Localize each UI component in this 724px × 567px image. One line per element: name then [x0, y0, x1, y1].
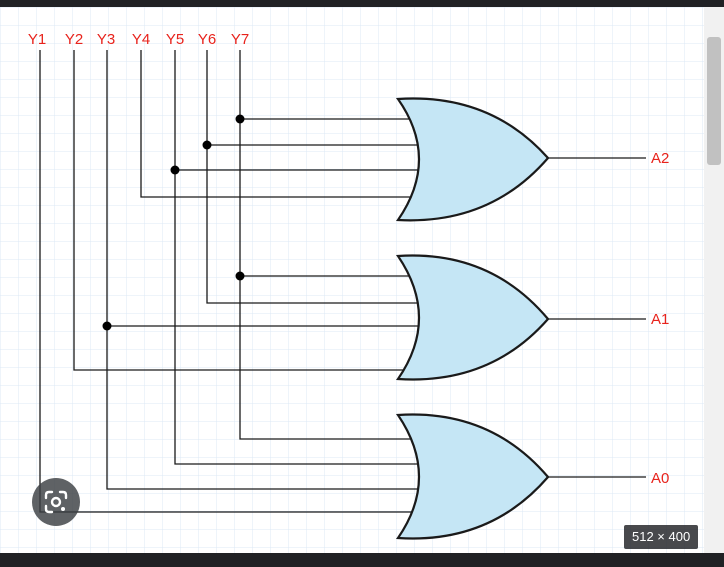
image-frame: Y1 Y2 Y3 Y4 Y5 Y6 Y7 [0, 7, 704, 553]
wire-y7 [239, 50, 418, 440]
or-gate-a1 [395, 254, 550, 381]
input-label-y1: Y1 [28, 31, 46, 48]
wire-y2 [73, 50, 418, 371]
wire-y5 [174, 50, 418, 465]
input-label-y5: Y5 [166, 31, 184, 48]
google-lens-icon [44, 490, 68, 514]
input-label-y7: Y7 [231, 31, 249, 48]
or-gate-a2 [395, 97, 550, 222]
junction-dot [102, 321, 112, 331]
junction-dot [170, 165, 180, 175]
grid-background [0, 7, 704, 553]
scrollbar-thumb[interactable] [707, 37, 721, 165]
junction-dot [235, 271, 245, 281]
logic-diagram: Y1 Y2 Y3 Y4 Y5 Y6 Y7 [0, 7, 704, 553]
scrollbar[interactable] [704, 7, 724, 553]
wire-y4 [140, 50, 418, 198]
wire-y3 [106, 50, 418, 490]
input-label-y2: Y2 [65, 31, 83, 48]
wire-y6 [206, 50, 418, 304]
output-label-a2: A2 [651, 150, 669, 167]
input-label-y3: Y3 [97, 31, 115, 48]
image-dimensions-badge: 512 × 400 [624, 525, 699, 549]
junction-dot [235, 114, 245, 124]
output-label-a0: A0 [651, 470, 669, 487]
junction-dot [202, 140, 212, 150]
output-label-a1: A1 [651, 311, 669, 328]
input-label-y6: Y6 [198, 31, 216, 48]
input-label-y4: Y4 [132, 31, 150, 48]
google-lens-button[interactable] [32, 478, 80, 526]
or-gate-a0 [395, 413, 550, 540]
